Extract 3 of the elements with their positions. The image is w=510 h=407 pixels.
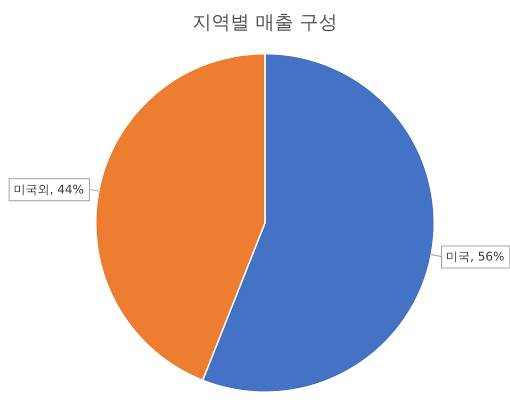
slice-label: 미국, 56% <box>446 250 504 264</box>
chart-title: 지역별 매출 구성 <box>192 11 338 34</box>
slice-label: 미국외, 44% <box>14 182 84 196</box>
